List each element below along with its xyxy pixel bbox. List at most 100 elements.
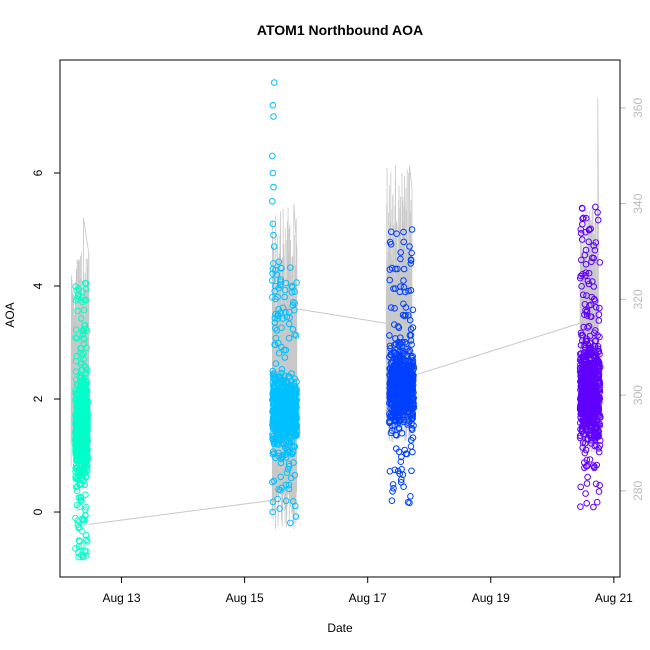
data-point [584,462,591,470]
y2-tick-label: 320 [631,289,645,309]
data-point [73,501,81,509]
data-point [592,327,599,334]
data-point [269,277,276,284]
data-point [270,243,278,250]
data-point [393,230,400,237]
data-point [271,426,279,434]
data-point [407,326,415,333]
data-point [585,361,593,368]
data-point [275,441,283,448]
data-point [592,203,599,211]
data-point [386,342,394,350]
data-point [392,410,400,418]
data-point [269,294,276,301]
data-point [275,449,282,457]
data-point [582,373,590,381]
data-point [406,316,414,324]
data-point [405,348,412,355]
data-point [582,214,590,222]
data-point [285,485,293,493]
data-point [72,468,79,475]
x-tick-label: Aug 15 [226,591,264,605]
data-point [579,375,586,383]
data-point [387,304,395,311]
data-point [286,434,293,441]
data-point [76,481,83,489]
data-point [589,403,597,411]
data-point [81,362,88,370]
data-point [271,370,278,378]
data-point [407,256,415,264]
data-point [73,335,81,342]
data-point [75,524,82,532]
data-point [394,323,402,330]
data-point [586,332,594,340]
data-point [282,454,290,461]
data-point [270,477,278,485]
data-point [389,481,397,488]
data-point [408,249,415,257]
data-point [577,503,584,511]
data-point [391,321,398,328]
data-point [399,411,407,419]
data-point [397,249,405,256]
data-point [399,471,407,479]
data-point [281,286,289,294]
data-point [409,306,417,314]
data-point [269,101,277,109]
data-point [281,433,289,440]
data-point [80,516,88,523]
data-point [288,450,296,457]
data-point [592,239,600,246]
data-point [72,357,80,365]
data-point [76,432,84,440]
data-point [290,498,297,505]
data-point [72,376,80,383]
data-point [269,169,277,177]
data-point [82,511,89,519]
data-point [272,360,280,367]
data-point [293,421,300,429]
data-point [393,382,401,390]
data-point [583,480,591,487]
data-point [269,508,276,516]
data-point [275,377,283,384]
data-point [392,349,399,357]
data-point [75,494,83,502]
data-point [583,419,591,427]
data-point [595,445,603,452]
data-point [593,374,600,382]
data-point [275,486,282,493]
data-point [392,371,400,378]
data-point [285,334,293,342]
data-point [82,296,90,304]
data-point [282,481,290,489]
data-point [588,377,595,385]
data-point [292,332,300,339]
data-point [393,432,400,439]
data-point [590,384,597,391]
data-point [293,378,300,386]
data-point [581,449,589,457]
data-point [74,517,81,524]
data-point [80,306,88,314]
data-point [82,380,90,388]
data-point [402,304,410,311]
y-tick-label: 0 [31,508,45,515]
data-point [79,553,87,561]
series [72,279,91,561]
data-point [578,331,585,339]
y-tick-label: 2 [31,395,45,402]
data-point [404,421,411,428]
data-point [582,351,590,359]
data-point [386,238,394,246]
data-point [392,265,399,273]
y-tick-label: 4 [31,282,45,289]
data-point [577,413,585,421]
data-point [595,317,603,324]
data-point [279,304,287,312]
data-point [79,445,86,452]
data-point [269,478,276,486]
data-point [409,448,416,456]
